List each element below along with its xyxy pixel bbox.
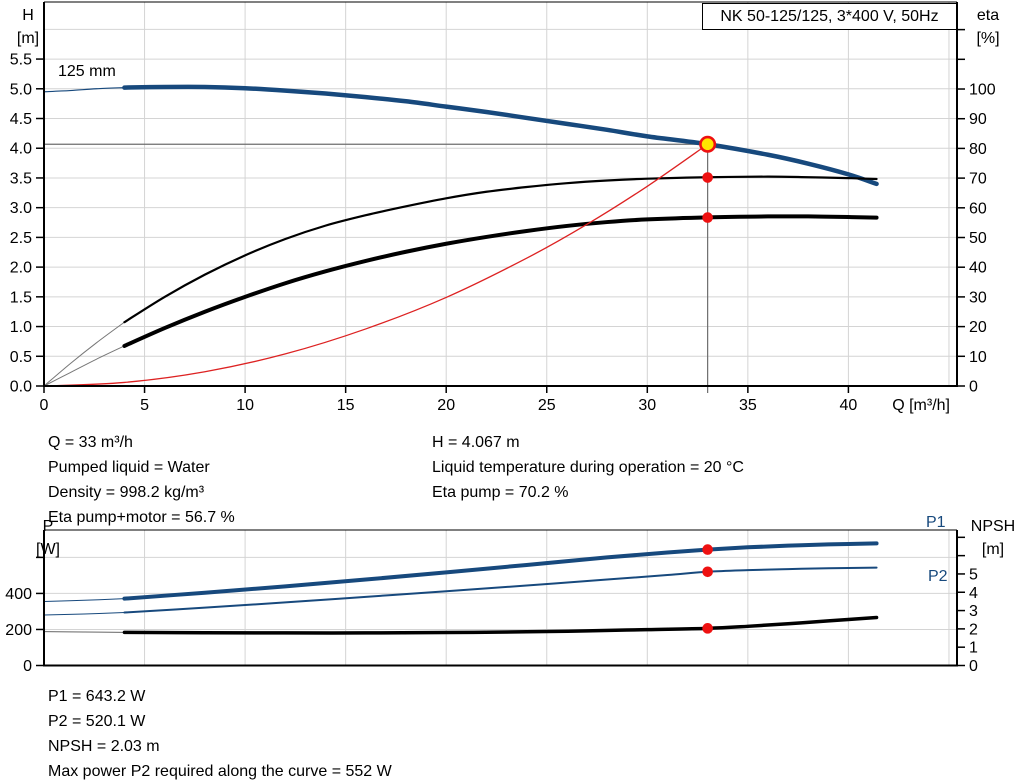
y-left-tick-label: 4.0 xyxy=(10,141,32,158)
curve-eta-pump xyxy=(123,175,878,324)
info-eta-pump-motor: Eta pump+motor = 56.7 % xyxy=(48,509,235,526)
y-right-tick-label: 10 xyxy=(969,349,987,366)
y-axis-label-head-line2: [m] xyxy=(16,30,40,47)
y-right-tick-label: 0 xyxy=(969,658,978,675)
y-axis-label-npsh-line2: [m] xyxy=(981,541,1005,558)
y-axis-label-power-line2: [W] xyxy=(36,541,60,558)
x-tick-label: 10 xyxy=(236,397,254,414)
x-tick-label: 15 xyxy=(337,397,355,414)
series-label-p1: P1 xyxy=(926,514,946,531)
x-tick-label: 0 xyxy=(40,397,49,414)
operating-point-dot xyxy=(702,172,713,183)
info-pumped-liquid: Pumped liquid = Water xyxy=(48,459,210,476)
y-right-tick-label: 2 xyxy=(969,621,978,638)
y-left-tick-label: 1.0 xyxy=(10,319,32,336)
y-right-tick-label: 80 xyxy=(969,141,987,158)
y-axis-label-power: P [W] xyxy=(26,515,70,561)
curve-eta-pump-lead xyxy=(43,321,125,387)
x-tick-label: 35 xyxy=(739,397,757,414)
duty-info-right: H = 4.067 m Liquid temperature during op… xyxy=(432,430,744,505)
y-axis-label-head: H [m] xyxy=(8,4,48,50)
curve-system-curve xyxy=(43,143,709,387)
y-axis-label-power-line1: P xyxy=(42,518,54,535)
info-p2: P2 = 520.1 W xyxy=(48,713,146,730)
curve-eta-pump-motor-lead xyxy=(43,345,125,387)
curve-p2-lead xyxy=(43,612,125,616)
y-left-tick-label: 0.0 xyxy=(10,379,32,396)
operating-point-dot xyxy=(702,566,713,578)
x-tick-label: 25 xyxy=(538,397,556,414)
y-right-tick-label: 5 xyxy=(969,566,978,583)
y-right-tick-label: 90 xyxy=(969,111,987,128)
y-left-tick-label: 1.5 xyxy=(10,289,32,306)
y-right-tick-label: 0 xyxy=(969,379,978,396)
curve-p1 xyxy=(122,541,879,601)
y-left-tick-label: 3.5 xyxy=(10,170,32,187)
y-left-tick-label: 5.5 xyxy=(10,52,32,69)
y-right-tick-label: 4 xyxy=(969,585,978,602)
curve-npsh-lead xyxy=(43,631,125,633)
x-tick-label: 40 xyxy=(840,397,858,414)
pump-title: NK 50-125/125, 3*400 V, 50Hz xyxy=(720,8,939,25)
curve-eta-pump-motor xyxy=(122,214,879,348)
y-axis-label-npsh: NPSH [m] xyxy=(962,515,1024,561)
info-flow: Q = 33 m³/h xyxy=(48,434,133,451)
info-npsh: NPSH = 2.03 m xyxy=(48,738,160,755)
y-right-tick-label: 50 xyxy=(969,230,987,247)
curve-head-125mm xyxy=(122,84,879,187)
y-left-tick-label: 0.5 xyxy=(10,349,32,366)
curve-p1-lead xyxy=(43,598,125,603)
y-left-tick-label: 3.0 xyxy=(10,200,32,217)
curve-p2 xyxy=(123,566,878,614)
series-label-p2: P2 xyxy=(928,568,948,585)
y-right-tick-label: 70 xyxy=(969,171,987,188)
y-right-tick-label: 40 xyxy=(969,260,987,277)
y-axis-label-npsh-line1: NPSH xyxy=(970,518,1016,535)
info-max-power: Max power P2 required along the curve = … xyxy=(48,763,392,780)
x-axis-unit-label: Q [m³/h] xyxy=(892,397,950,414)
y-left-tick-label: 2.5 xyxy=(10,230,32,247)
info-liquid-temperature: Liquid temperature during operation = 20… xyxy=(432,459,744,476)
x-tick-label: 20 xyxy=(437,397,455,414)
curve-head-lead xyxy=(43,86,126,93)
info-density: Density = 998.2 kg/m³ xyxy=(48,484,205,501)
curve-npsh xyxy=(122,615,879,635)
y-right-tick-label: 30 xyxy=(969,289,987,306)
y-left-tick-label: 0 xyxy=(23,658,32,675)
y-right-tick-label: 3 xyxy=(969,603,978,620)
duty-info-left: Q = 33 m³/h Pumped liquid = Water Densit… xyxy=(48,430,235,530)
operating-point-dot xyxy=(702,212,713,223)
operating-point-dot xyxy=(702,544,713,555)
y-left-tick-label: 4.5 xyxy=(10,111,32,128)
info-head: H = 4.067 m xyxy=(432,434,520,451)
impeller-size-label: 125 mm xyxy=(58,63,116,80)
y-right-tick-label: 1 xyxy=(969,640,978,657)
y-axis-label-eta-line2: [%] xyxy=(976,30,1000,47)
pump-title-box: NK 50-125/125, 3*400 V, 50Hz xyxy=(702,3,957,30)
y-left-tick-label: 400 xyxy=(5,586,32,603)
y-left-tick-label: 5.0 xyxy=(10,81,32,98)
operating-point-dot xyxy=(702,623,713,634)
info-p1: P1 = 643.2 W xyxy=(48,688,146,705)
y-left-tick-label: 2.0 xyxy=(10,260,32,277)
y-axis-label-head-line1: H xyxy=(22,7,34,24)
duty-point-marker[interactable] xyxy=(699,135,717,153)
x-tick-label: 30 xyxy=(638,397,656,414)
y-axis-label-eta-line1: eta xyxy=(976,7,1000,24)
info-eta-pump: Eta pump = 70.2 % xyxy=(432,484,569,501)
duty-info-bottom: P1 = 643.2 W P2 = 520.1 W NPSH = 2.03 m … xyxy=(48,684,392,781)
y-right-tick-label: 60 xyxy=(969,200,987,217)
x-tick-label: 5 xyxy=(140,397,149,414)
y-left-tick-label: 200 xyxy=(5,622,32,639)
y-right-tick-label: 100 xyxy=(969,82,996,99)
y-axis-label-eta: eta [%] xyxy=(968,4,1008,50)
y-right-tick-label: 20 xyxy=(969,319,987,336)
